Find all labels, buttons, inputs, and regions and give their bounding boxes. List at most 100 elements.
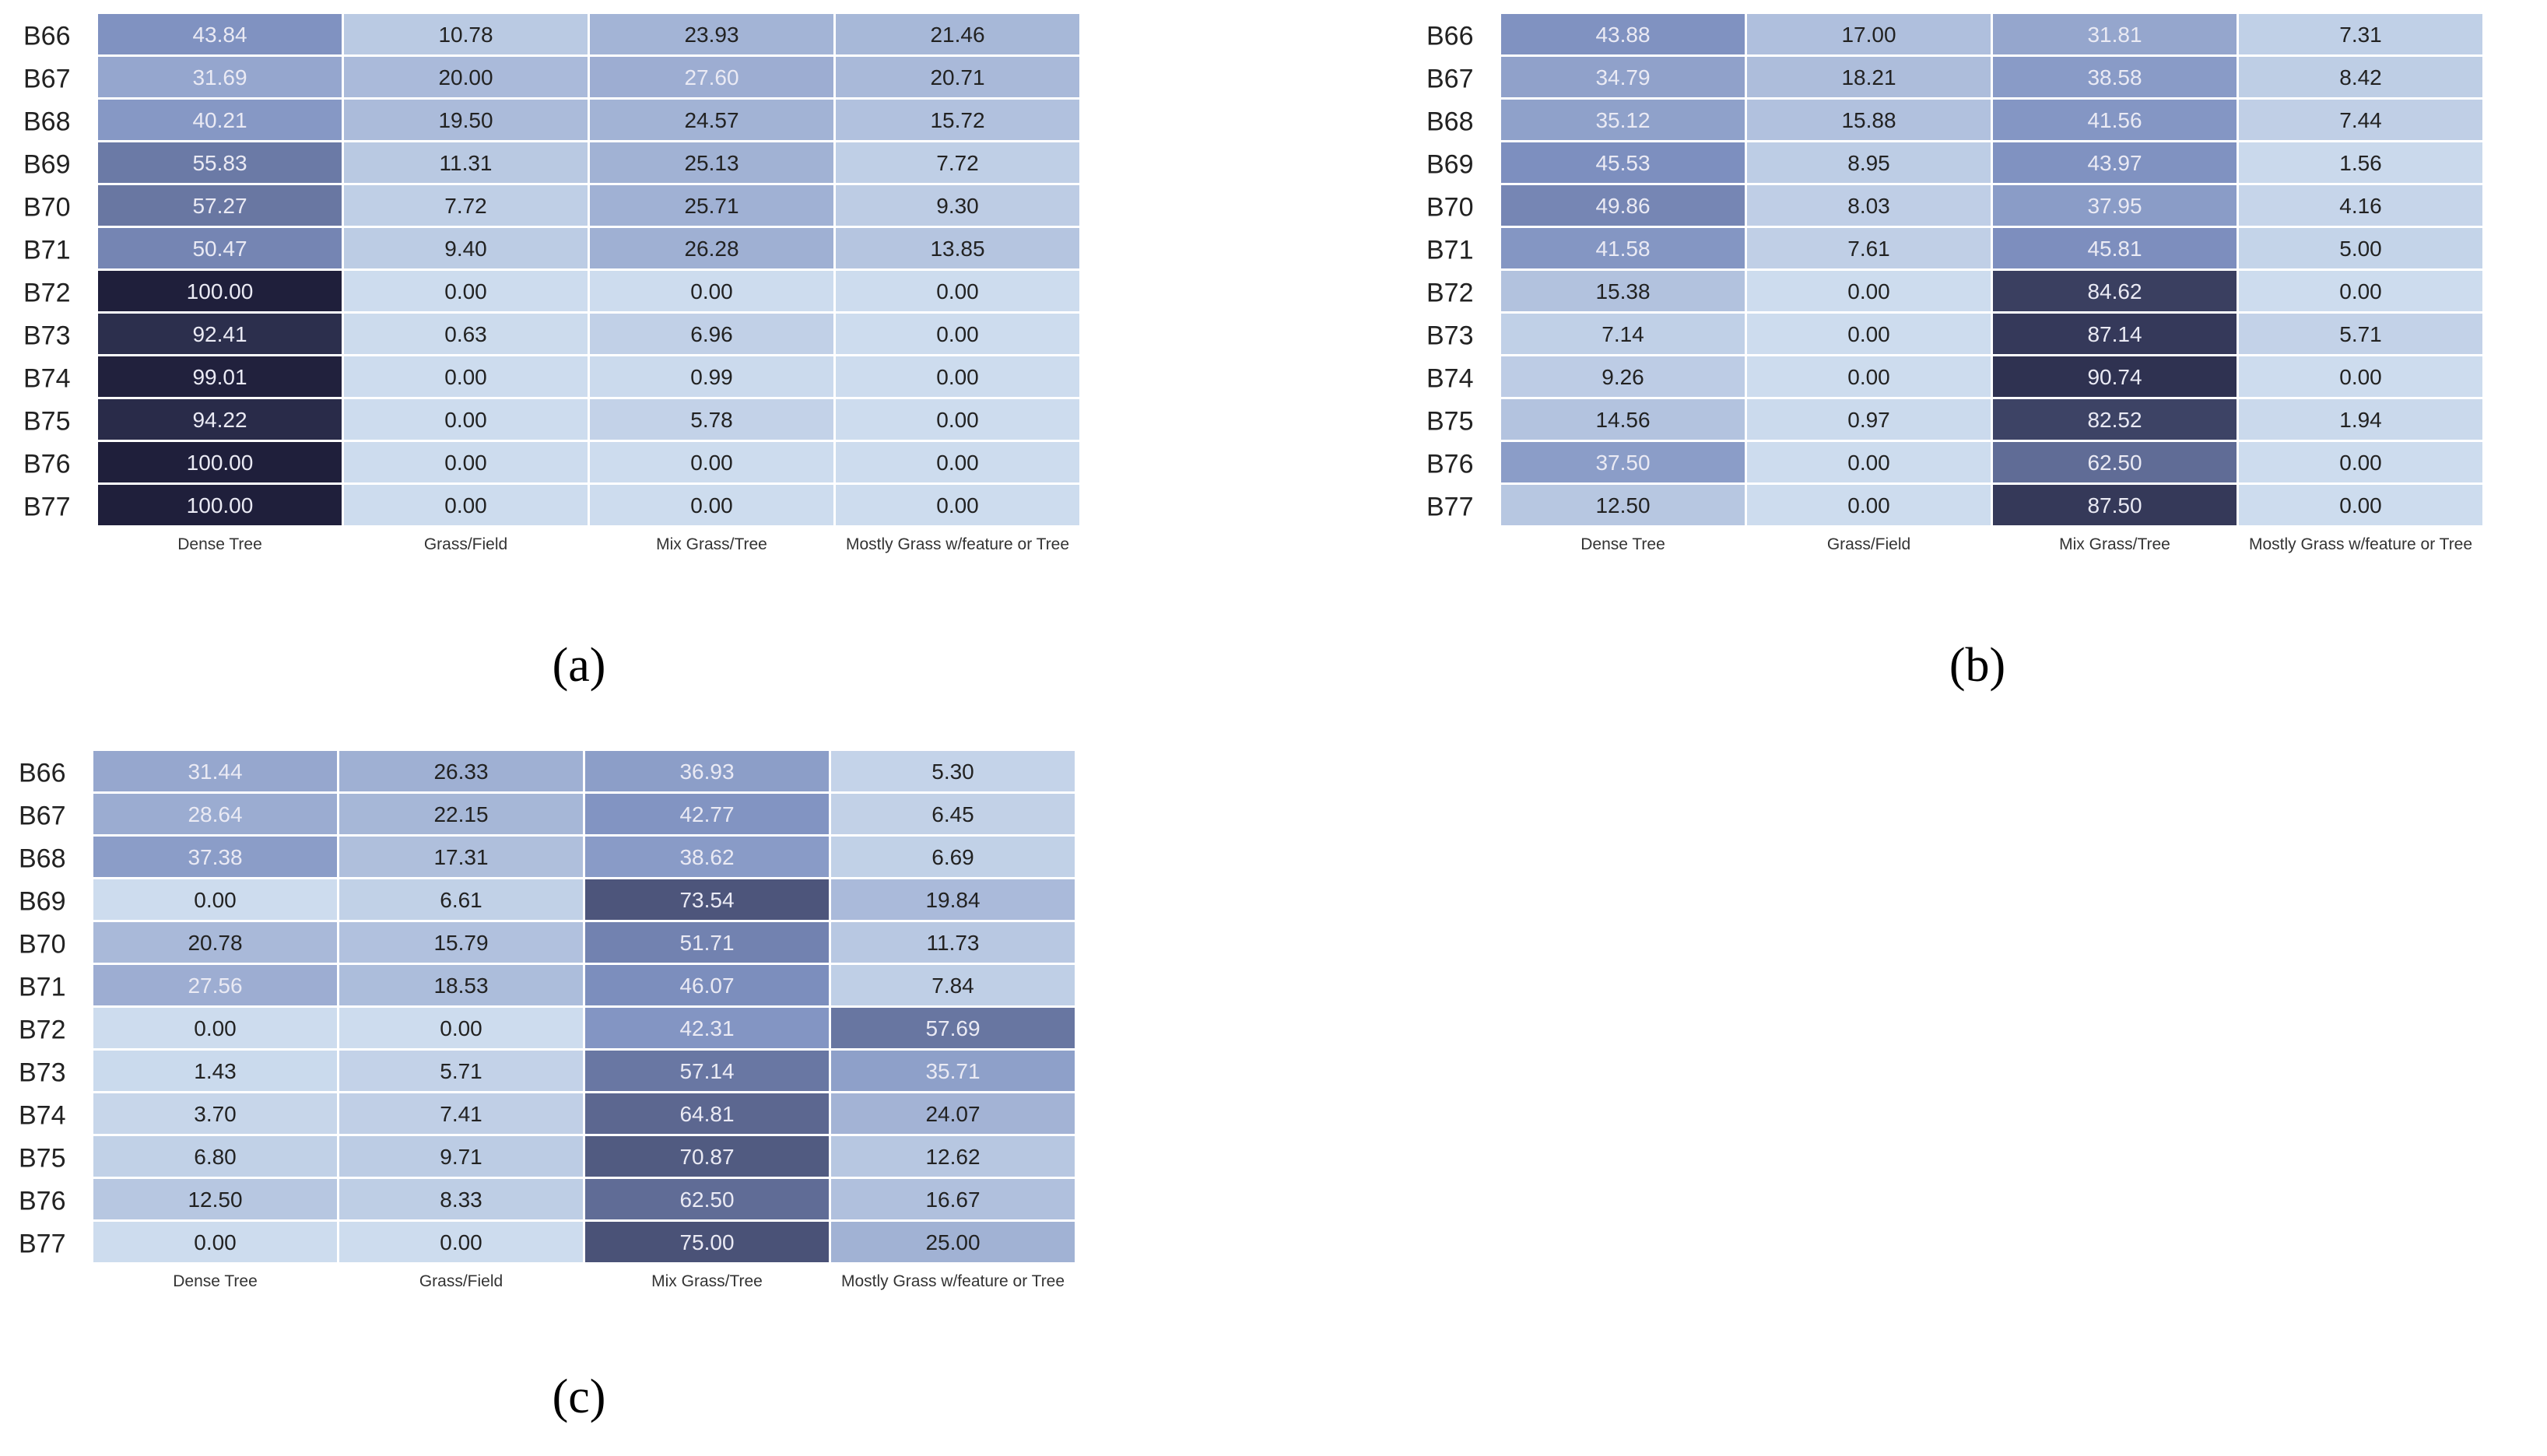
row-label-b71: B71 [19,973,66,1002]
heatmap-cell-label: 15.79 [433,931,488,955]
row-label-b72: B72 [1426,279,1474,308]
heatmap-cell [93,751,337,791]
heatmap-cell [831,1136,1075,1177]
heatmap-cell-label: 5.78 [690,408,733,432]
heatmap-cell-label: 23.93 [684,23,738,47]
heatmap-cell-label: 34.79 [1595,65,1650,89]
row-label-b75: B75 [23,407,71,437]
heatmap-cell-label: 7.61 [1847,237,1890,261]
heatmap-cell [831,1051,1075,1091]
heatmap-cell-label: 7.72 [936,151,979,175]
row-label-b69: B69 [23,150,71,180]
heatmap-cell-label: 57.14 [679,1059,734,1083]
heatmap-cell-label: 8.42 [2339,65,2382,89]
row-label-b67: B67 [19,802,66,831]
heatmap-cell-label: 0.00 [1847,279,1890,303]
heatmap-cell [1993,14,2237,54]
heatmap-cell-label: 92.41 [192,322,247,346]
heatmap-cell-label: 31.44 [188,760,242,784]
heatmap-cell-label: 35.12 [1595,108,1650,132]
heatmap-cell-label: 0.00 [194,888,237,912]
heatmap-cell [2239,228,2482,268]
heatmap-cell [831,922,1075,963]
heatmap-cell-label: 0.00 [2339,451,2382,475]
heatmap-cell-label: 1.43 [194,1059,237,1083]
row-label-b75: B75 [19,1144,66,1174]
heatmap-b: B66 43.88 17.00 31.81 7.31 B67 34.79 18.21 38.58… [1426,14,2482,553]
heatmap-cell-label: 36.93 [679,760,734,784]
row-label-b70: B70 [19,930,66,960]
heatmap-cell-label: 75.00 [679,1230,734,1254]
row-label-b76: B76 [1426,450,1474,479]
heatmap-cell-label: 0.00 [444,365,487,389]
row-label-b72: B72 [19,1016,66,1045]
heatmap-cell-label: 27.60 [684,65,738,89]
heatmap-cell-label: 0.00 [1847,322,1890,346]
row-label-b68: B68 [19,844,66,874]
heatmap-cell [585,879,829,920]
heatmap-cell [1993,185,2237,226]
heatmap-cell [2239,271,2482,311]
heatmap-cell [339,1222,583,1262]
heatmap-cell-label: 41.58 [1595,237,1650,261]
heatmap-cell [585,1136,829,1177]
heatmap-cell [590,142,833,183]
heatmap-cell-label: 40.21 [192,108,247,132]
heatmap-cell [585,965,829,1005]
heatmap-cell-label: 24.07 [925,1102,980,1126]
heatmap-cell [831,751,1075,791]
heatmap-cell-label: 7.41 [440,1102,482,1126]
heatmap-cell-label: 0.00 [444,279,487,303]
heatmap-cell [831,837,1075,877]
row-label-b66: B66 [1426,22,1474,51]
heatmap-cell [98,356,342,397]
heatmap-cell [93,922,337,963]
heatmap-cell-label: 0.00 [2339,493,2382,517]
heatmap-cell-label: 27.56 [188,974,242,998]
heatmap-cell-label: 6.45 [931,802,974,826]
caption-a: (a) [552,639,606,692]
heatmap-cell-label: 5.71 [440,1059,482,1083]
heatmap-cell [1747,399,1991,440]
heatmap-cell [344,57,588,97]
heatmap-cell [93,1222,337,1262]
heatmap-cell [2239,185,2482,226]
heatmap-cell [344,14,588,54]
heatmap-cell [1993,57,2237,97]
row-label-b70: B70 [23,193,71,223]
heatmap-cell-label: 8.95 [1847,151,1890,175]
heatmap-cell-label: 82.52 [2087,408,2142,432]
heatmap-cell [344,228,588,268]
heatmap-cell-label: 0.00 [690,493,733,517]
heatmap-cell [590,271,833,311]
row-label-b68: B68 [23,107,71,137]
heatmap-cell [836,14,1079,54]
heatmap-cell-label: 50.47 [192,237,247,261]
heatmap-cell [1501,485,1745,525]
heatmap-cell [590,228,833,268]
heatmap-cell-label: 0.00 [444,408,487,432]
heatmap-cell-label: 20.71 [930,65,984,89]
heatmap-cell [590,314,833,354]
heatmap-cell [590,57,833,97]
column-label: Dense Tree [177,535,262,553]
heatmap-cell [2239,442,2482,482]
heatmap-cell-label: 4.16 [2339,194,2382,218]
heatmap-cell [1501,314,1745,354]
column-label: Mix Grass/Tree [656,535,767,553]
heatmap-cell [1747,271,1991,311]
heatmap-cell [339,879,583,920]
heatmap-cell [585,837,829,877]
heatmap-cell [98,100,342,140]
heatmap-cell-label: 9.71 [440,1145,482,1169]
heatmap-cell-label: 99.01 [192,365,247,389]
heatmap-cell [339,837,583,877]
heatmap-cell-label: 0.00 [440,1016,482,1040]
column-label: Dense Tree [1580,535,1665,553]
heatmap-cell [2239,314,2482,354]
heatmap-cell [339,1008,583,1048]
heatmap-cell-label: 25.71 [684,194,738,218]
heatmap-cell-label: 31.69 [192,65,247,89]
heatmap-cell [344,100,588,140]
heatmap-cell-label: 9.30 [936,194,979,218]
